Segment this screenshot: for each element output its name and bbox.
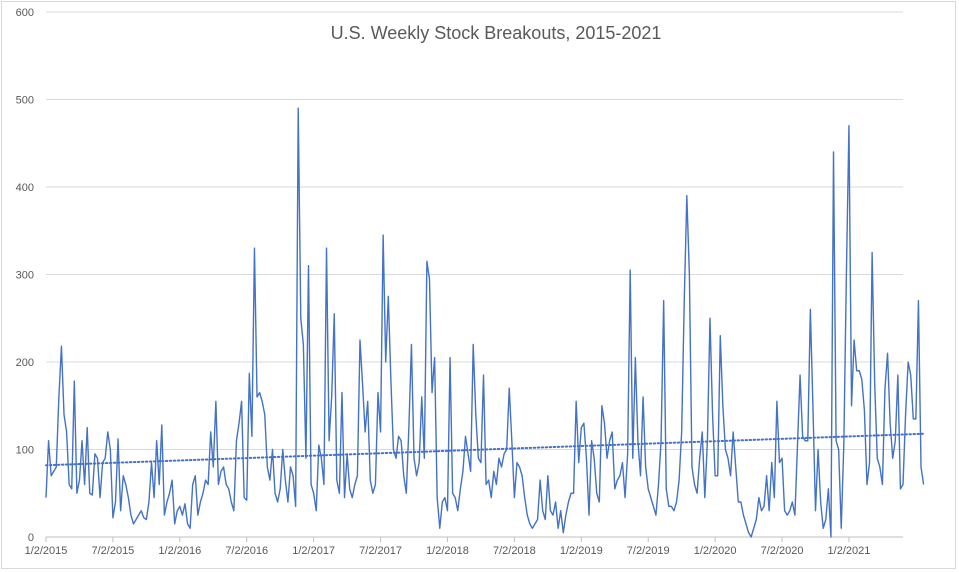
x-tick-label: 1/2/2021 bbox=[828, 545, 871, 557]
y-tick-label: 0 bbox=[28, 532, 34, 544]
x-tick-label: 1/2/2016 bbox=[158, 545, 201, 557]
x-tick-label: 7/2/2015 bbox=[91, 545, 134, 557]
trendline-linear bbox=[45, 432, 925, 467]
y-tick-label: 100 bbox=[16, 445, 34, 457]
chart-title: U.S. Weekly Stock Breakouts, 2015-2021 bbox=[331, 23, 662, 43]
y-tick-label: 200 bbox=[16, 357, 34, 369]
x-tick-label: 1/2/2020 bbox=[694, 545, 737, 557]
y-axis: 0 100 200 300 400 500 600 bbox=[16, 7, 34, 544]
x-axis: 1/2/2015 7/2/2015 1/2/2016 7/2/2016 1/2/2017… bbox=[25, 536, 903, 557]
y-tick-label: 300 bbox=[16, 270, 34, 282]
x-tick-label: 7/2/2018 bbox=[493, 545, 536, 557]
x-tick-label: 7/2/2016 bbox=[225, 545, 268, 557]
y-tick-label: 400 bbox=[16, 182, 34, 194]
x-tick-label: 1/2/2018 bbox=[426, 545, 469, 557]
series-layer bbox=[45, 107, 925, 538]
y-tick-label: 600 bbox=[16, 7, 34, 19]
x-tick-label: 7/2/2017 bbox=[359, 545, 402, 557]
x-tick-label: 1/2/2017 bbox=[292, 545, 335, 557]
x-tick-label: 7/2/2019 bbox=[627, 545, 670, 557]
grid-lines bbox=[46, 11, 903, 450]
y-tick-label: 500 bbox=[16, 95, 34, 107]
x-tick-label: 1/2/2019 bbox=[560, 545, 603, 557]
series-line-weekly-breakouts bbox=[45, 107, 925, 538]
x-tick-label: 7/2/2020 bbox=[761, 545, 804, 557]
x-tick-label: 1/2/2015 bbox=[25, 545, 68, 557]
